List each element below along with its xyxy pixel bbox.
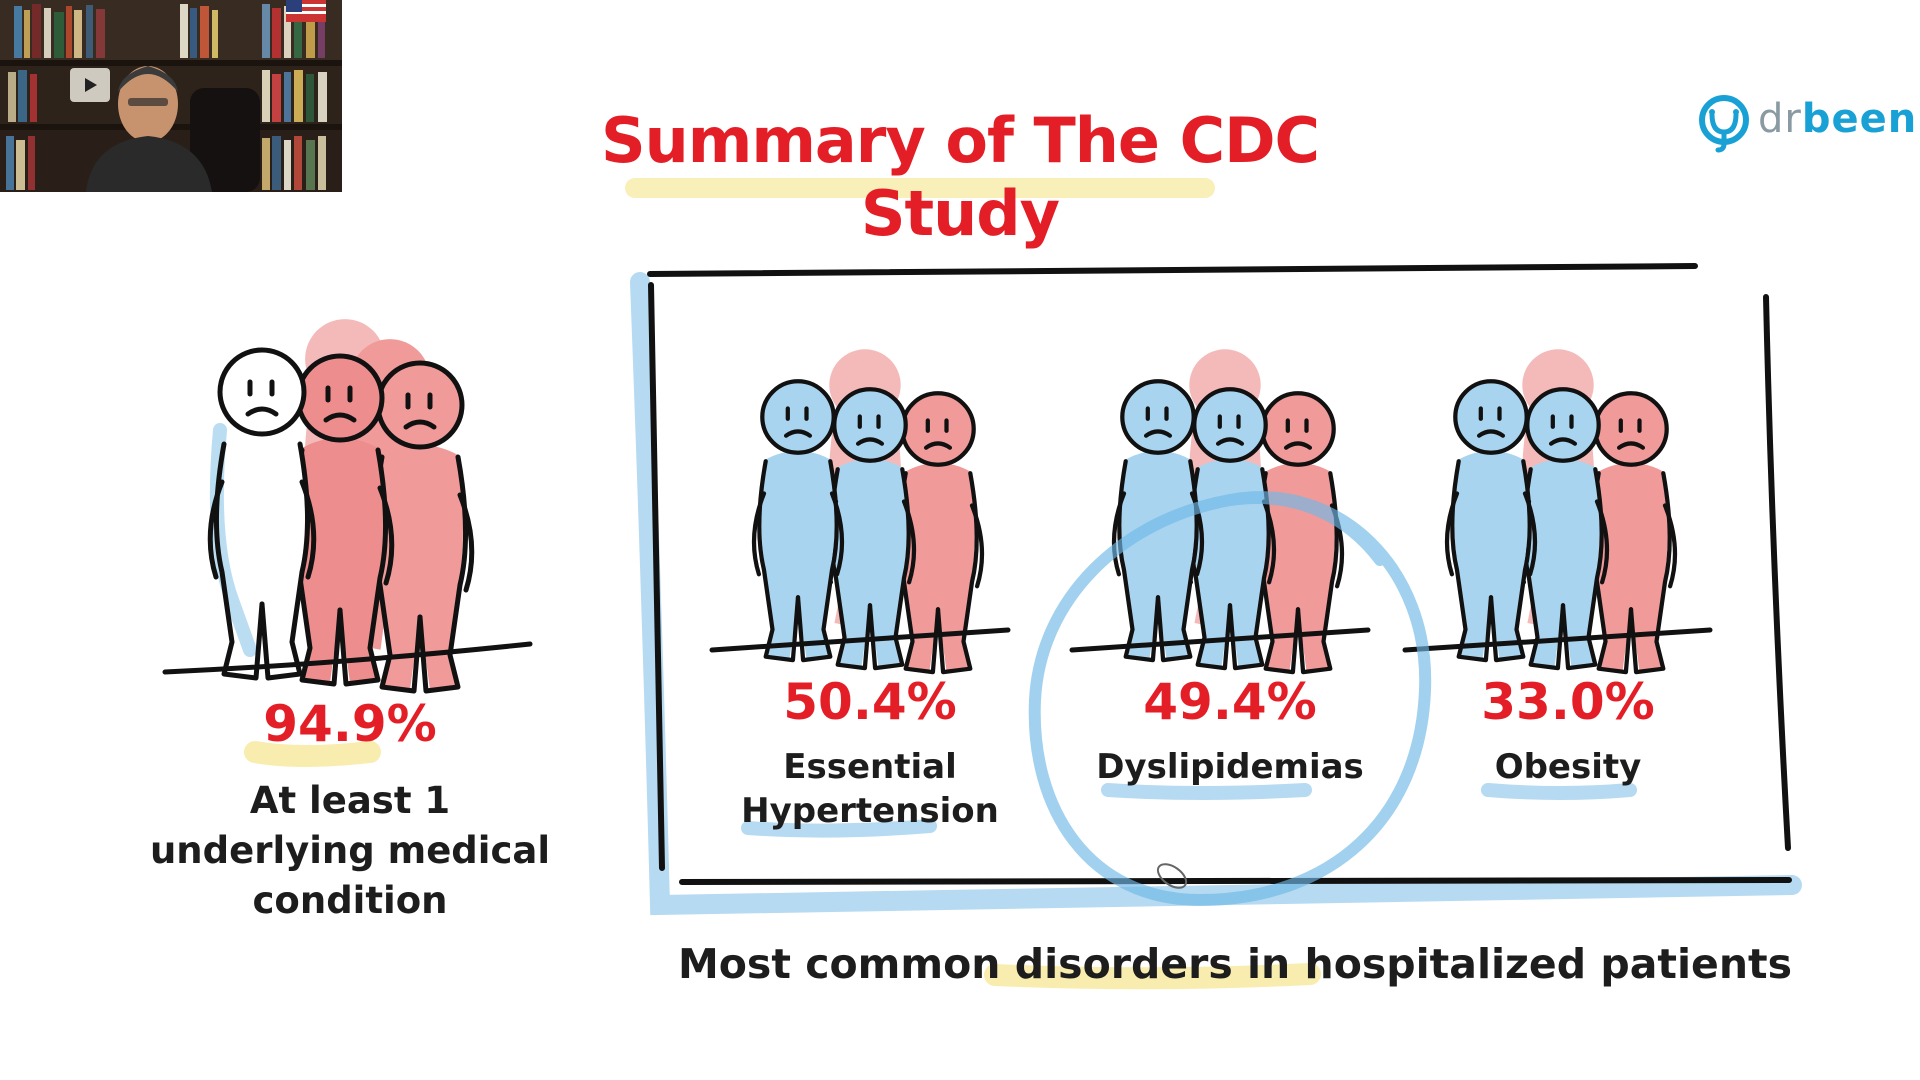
dyslipidemia-percent: 49.4% (1143, 673, 1317, 731)
obesity-people-group (1402, 349, 1713, 672)
presenter-video-icon (0, 0, 342, 192)
overall-pct-highlight (244, 741, 381, 767)
overall-people-group (162, 319, 533, 691)
logo-wordmark: drbeen (1758, 96, 1917, 142)
presenter-webcam (0, 0, 342, 192)
obesity-label: Obesity (1398, 745, 1738, 789)
overall-percent: 94.9% (263, 695, 437, 753)
hypertension-people-group (709, 349, 1011, 672)
overall-label-line: At least 1 (249, 779, 451, 822)
footer-highlight (984, 963, 1321, 990)
slide-title: Summary of The CDC Study (600, 104, 1320, 250)
hypertension-percent: 50.4% (783, 673, 957, 731)
annotation-circle (1028, 491, 1432, 907)
hypertension-underline (741, 819, 937, 838)
obesity-percent: 33.0% (1481, 673, 1655, 731)
hypertension-label: Essential Hypertension (700, 745, 1040, 833)
hypertension-label-line: Hypertension (741, 791, 999, 831)
pen-cursor-icon (1156, 863, 1188, 889)
title-highlight (625, 178, 1215, 198)
logo-prefix: dr (1758, 96, 1802, 142)
dyslipidemia-label-line: Dyslipidemias (1096, 747, 1364, 787)
obesity-underline (1481, 783, 1637, 800)
disorders-caption: Most common disorders in hospitalized pa… (677, 940, 1793, 988)
logo-suffix: been (1801, 96, 1918, 142)
dyslipidemia-underline (1101, 783, 1312, 800)
dyslipidemia-label: Dyslipidemias (1060, 745, 1400, 789)
overall-label-line: underlying medical (149, 829, 551, 872)
dyslipidemia-people-group (1069, 349, 1371, 672)
overall-label: At least 1 underlying medical condition (110, 776, 590, 926)
disorders-box (630, 263, 1802, 916)
obesity-label-line: Obesity (1494, 747, 1642, 787)
stethoscope-icon (1699, 95, 1749, 153)
overall-label-line: condition (252, 879, 448, 922)
hypertension-label-line: Essential (783, 747, 957, 787)
drbeen-logo[interactable]: drbeen (1696, 90, 1918, 154)
